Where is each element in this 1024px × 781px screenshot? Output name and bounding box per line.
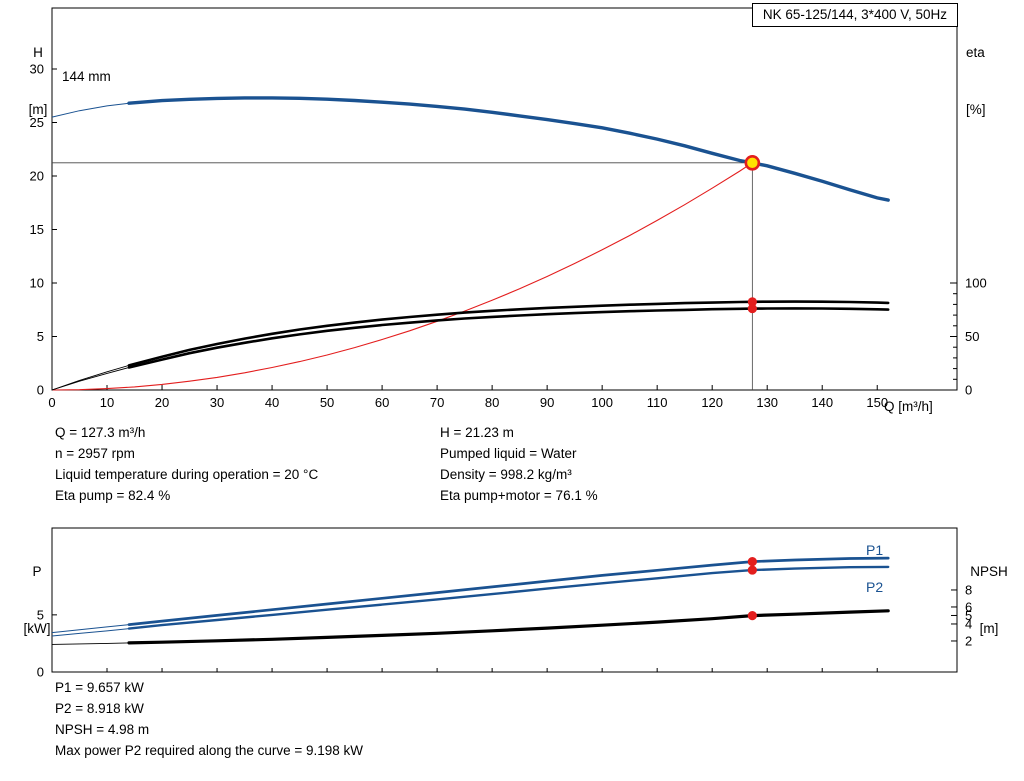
result-p2-line: P2 = 8.918 kW — [55, 701, 144, 716]
eta-tick-label: 100 — [965, 275, 987, 290]
h-tick-label: 10 — [30, 275, 44, 290]
eta-pump-duty-dot — [747, 297, 757, 307]
npsh-tick-label: 2 — [965, 633, 972, 648]
eta-pump-motor-duty-dot — [747, 303, 757, 314]
q-tick-label: 100 — [591, 395, 613, 410]
duty-info-left-column: Q = 127.3 m³/h n = 2957 rpm Liquid tempe… — [55, 422, 318, 506]
eta-pump-motor-curve-thin — [51, 307, 889, 391]
eta-tick-label: 0 — [965, 383, 972, 398]
head-144mm-curve-thin — [51, 97, 889, 201]
pump-model-title: NK 65-125/144, 3*400 V, 50Hz — [751, 3, 958, 27]
q-tick-label: 70 — [430, 395, 444, 410]
duty-speed-line: n = 2957 rpm — [55, 446, 135, 461]
h-axis-unit: [m] — [28, 102, 48, 117]
result-max-power-line: Max power P2 required along the curve = … — [55, 743, 364, 758]
h-tick-label: 5 — [37, 329, 44, 344]
power-chart-frame — [51, 527, 958, 673]
p1-duty-dot — [747, 557, 757, 567]
p1-curve-label: P1 — [866, 542, 884, 558]
p-axis-title: P [kW] — [16, 524, 58, 676]
h-tick-label: 30 — [30, 61, 44, 76]
eta-pump-curve-thin — [51, 301, 889, 391]
result-p1-line: P1 = 9.657 kW — [55, 680, 144, 695]
p-tick-label: 0 — [37, 665, 44, 680]
p2-curve — [127, 565, 890, 630]
npsh-tick-label: 6 — [965, 599, 972, 614]
h-axis-symbol: H — [33, 45, 43, 60]
q-tick-label: 60 — [375, 395, 389, 410]
npsh-tick-label: 4 — [965, 616, 972, 631]
eta-pump-motor-curve — [127, 307, 890, 369]
q-axis-title: Q [m³/h] — [884, 399, 933, 414]
p2-curve-thin — [51, 566, 889, 637]
npsh-axis-title: NPSH [m] — [962, 524, 1016, 676]
p-axis-symbol: P — [32, 564, 42, 579]
duty-point-marker — [744, 155, 761, 171]
p1-curve — [127, 556, 890, 626]
npsh-axis-unit: [m] — [979, 621, 999, 636]
npsh-axis-symbol: NPSH — [970, 564, 1008, 579]
q-tick-label: 50 — [320, 395, 334, 410]
results-info-block: P1 = 9.657 kW P2 = 8.918 kW NPSH = 4.98 … — [55, 677, 363, 761]
p2-duty-dot — [747, 565, 757, 575]
h-tick-label: 15 — [30, 222, 44, 237]
q-tick-label: 20 — [155, 395, 169, 410]
duty-info-right-column: H = 21.23 m Pumped liquid = Water Densit… — [440, 422, 598, 506]
eta-pump-curve — [127, 300, 890, 367]
p-axis-unit: [kW] — [23, 621, 51, 636]
duty-flow-line: Q = 127.3 m³/h — [55, 425, 146, 440]
duty-head-line: H = 21.23 m — [440, 425, 514, 440]
q-tick-label: 40 — [265, 395, 279, 410]
q-tick-label: 110 — [647, 395, 668, 410]
q-tick-label: 140 — [811, 395, 833, 410]
eta-axis-title: eta [%] — [966, 5, 1012, 157]
npsh-tick-label: 8 — [965, 582, 972, 597]
q-tick-label: 0 — [48, 395, 55, 410]
h-tick-label: 25 — [30, 115, 44, 130]
q-tick-label: 80 — [485, 395, 499, 410]
npsh-curve — [127, 609, 890, 645]
duty-eta-pump-line: Eta pump = 82.4 % — [55, 488, 171, 503]
impeller-diameter-label: 144 mm — [62, 69, 111, 84]
q-tick-label: 30 — [210, 395, 224, 410]
q-tick-label: 120 — [701, 395, 723, 410]
head-144mm-curve — [127, 96, 890, 202]
eta-axis-unit: [%] — [966, 102, 986, 117]
duty-eta-pump-motor-line: Eta pump+motor = 76.1 % — [440, 488, 598, 503]
q-tick-label: 90 — [540, 395, 554, 410]
qh-chart-frame — [51, 7, 958, 391]
duty-temperature-line: Liquid temperature during operation = 20… — [55, 467, 319, 482]
npsh-duty-dot — [747, 611, 757, 621]
h-axis-title: H [m] — [20, 5, 56, 157]
npsh-tick-label: 5 — [965, 608, 972, 623]
q-tick-label: 10 — [100, 395, 114, 410]
duty-liquid-line: Pumped liquid = Water — [440, 446, 577, 461]
q-tick-label: 150 — [866, 395, 888, 410]
eta-tick-label: 50 — [965, 329, 979, 344]
p2-curve-label: P2 — [866, 579, 884, 595]
result-npsh-line: NPSH = 4.98 m — [55, 722, 150, 737]
h-tick-label: 20 — [30, 168, 44, 183]
iso-efficiency-parabola-curve-thin — [51, 162, 753, 391]
eta-axis-symbol: eta — [966, 45, 985, 60]
p-tick-label: 5 — [37, 607, 44, 622]
q-tick-label: 130 — [756, 395, 778, 410]
duty-density-line: Density = 998.2 kg/m³ — [440, 467, 572, 482]
h-tick-label: 0 — [37, 383, 44, 398]
